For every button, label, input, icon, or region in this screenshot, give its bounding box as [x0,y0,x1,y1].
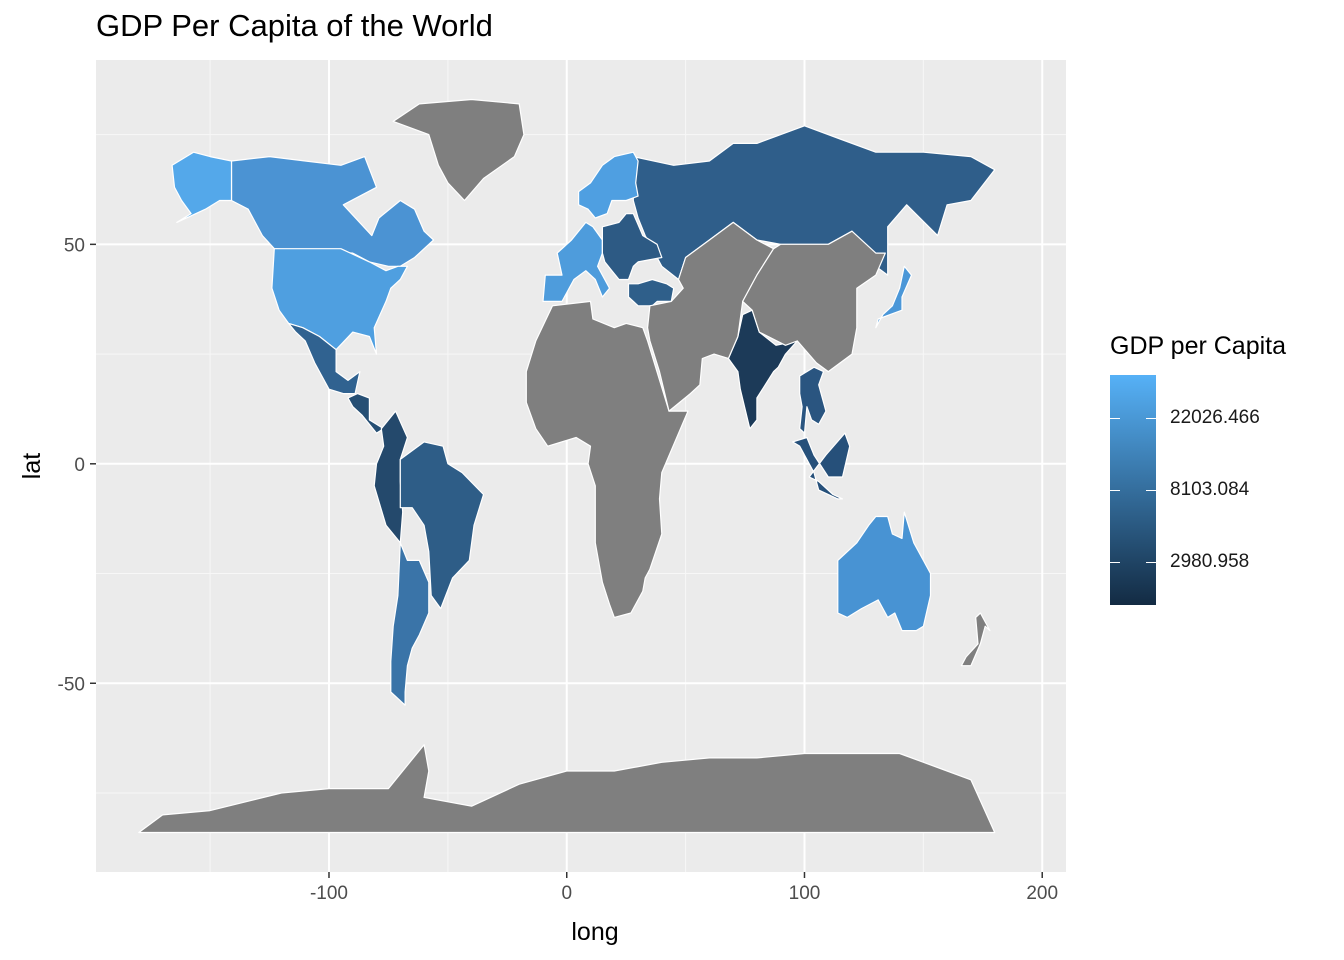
legend-tick-label: 22026.466 [1170,407,1260,429]
country-scandinavia [578,151,639,219]
country-malaysia-indonesia [792,432,851,500]
country-brazil [399,441,485,610]
legend-title: GDP per Capita [1110,332,1287,360]
country-japan [875,265,913,329]
colorbar [1110,375,1156,605]
world-countries [138,98,996,834]
x-tick-label: -100 [310,883,348,904]
colorbar-tick [1146,562,1156,564]
x-tick-label: 200 [1026,883,1058,904]
y-tick-label: 0 [74,455,85,476]
y-tick-label: 50 [64,235,85,256]
country-china-mongolia [742,230,886,373]
country-thailand-vietnam [799,366,827,434]
country-eastern-europe [601,213,663,281]
country-india [727,309,798,430]
country-canada [230,156,435,267]
legend-tick-label: 2980.958 [1170,551,1250,573]
y-axis-label: lat [18,453,46,479]
legend: GDP per Capita 2980.958 8103.084 22026.466 [1108,332,1338,612]
country-greenland [392,98,525,202]
x-tick-label: 0 [561,883,572,904]
country-colombia-ecuador-peru [373,410,408,544]
x-axis-label: long [571,918,618,946]
country-antarctica [138,744,996,834]
y-tick-label: -50 [58,674,85,695]
country-africa [525,300,689,618]
colorbar-tick [1110,418,1120,420]
country-alaska-usa- [171,151,233,223]
colorbar-tick [1146,490,1156,492]
legend-tick-label: 8103.084 [1170,479,1250,501]
country-mexico [288,322,361,395]
axes: -100 0 100 200 -50 0 50 long lat [18,235,1058,946]
country-argentina-chile [390,542,430,706]
colorbar-tick [1110,490,1120,492]
colorbar-tick [1110,562,1120,564]
colorbar-tick [1146,418,1156,420]
country-new-zealand [960,612,991,667]
x-tick-label: 100 [789,883,821,904]
country-australia [837,511,932,632]
plot-title: GDP Per Capita of the World [96,8,493,43]
